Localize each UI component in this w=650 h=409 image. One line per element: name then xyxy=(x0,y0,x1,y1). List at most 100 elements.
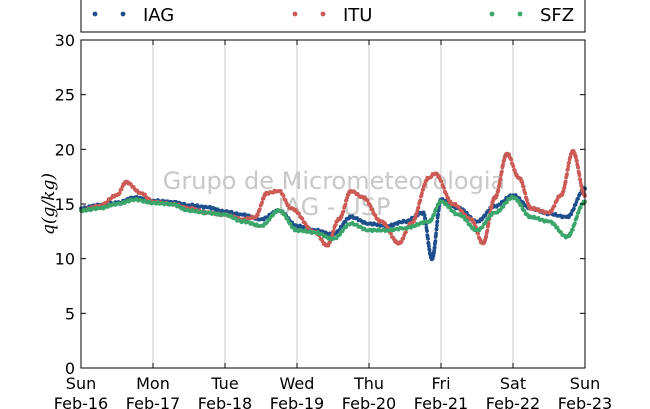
y-tick-label: 10 xyxy=(55,250,75,269)
data-point xyxy=(552,204,557,208)
series-layer xyxy=(79,148,587,262)
data-point xyxy=(511,164,516,169)
data-point xyxy=(105,200,110,205)
data-point xyxy=(572,206,576,211)
x-tick-label-day: Sat xyxy=(500,374,526,393)
data-point xyxy=(436,212,440,217)
data-point xyxy=(433,239,438,243)
x-tick-label-day: Tue xyxy=(210,374,238,393)
data-point xyxy=(442,186,446,190)
y-tick-label: 20 xyxy=(55,140,75,159)
y-tick-label: 15 xyxy=(55,195,75,214)
x-tick-label-date: Feb-18 xyxy=(198,394,252,409)
data-point xyxy=(432,248,437,253)
legend-marker xyxy=(489,11,495,17)
data-point xyxy=(260,200,264,205)
data-point xyxy=(498,177,503,181)
x-tick-label-date: Feb-20 xyxy=(342,394,396,409)
watermark-line-1: Grupo de Micrometeorologia xyxy=(163,167,505,195)
data-point xyxy=(525,198,529,203)
data-point xyxy=(422,213,427,218)
data-point xyxy=(461,214,466,219)
data-point xyxy=(331,229,336,233)
data-point xyxy=(117,191,122,195)
data-point xyxy=(555,197,560,202)
data-point xyxy=(457,205,461,209)
legend-marker xyxy=(517,11,523,17)
data-point xyxy=(484,234,489,239)
x-tick-label-date: Feb-23 xyxy=(558,394,612,409)
data-point xyxy=(300,217,305,221)
legend-marker xyxy=(292,11,298,17)
data-point xyxy=(497,183,502,188)
data-point xyxy=(423,182,427,187)
data-point xyxy=(278,189,283,193)
data-point xyxy=(416,205,421,210)
data-point xyxy=(489,203,494,208)
data-point xyxy=(439,179,444,184)
data-point xyxy=(435,219,440,224)
data-point xyxy=(500,169,504,174)
x-axis: SunFeb-16MonFeb-17TueFeb-18WedFeb-19ThuF… xyxy=(54,40,612,409)
data-point xyxy=(288,222,293,226)
data-point xyxy=(576,165,580,170)
data-point xyxy=(570,227,575,232)
data-point xyxy=(501,162,505,167)
legend-frame xyxy=(80,0,586,33)
data-point xyxy=(576,196,580,201)
data-point xyxy=(434,206,439,211)
data-point xyxy=(495,193,499,197)
data-point xyxy=(523,191,528,196)
data-point xyxy=(341,209,346,214)
x-tick-label-day: Wed xyxy=(280,374,315,393)
data-point xyxy=(401,236,406,241)
data-point xyxy=(420,191,424,195)
data-point xyxy=(368,204,373,209)
data-point xyxy=(444,192,449,197)
data-point xyxy=(281,194,286,198)
data-point xyxy=(573,221,577,226)
x-tick-label-day: Mon xyxy=(136,374,170,393)
x-tick-label-date: Feb-21 xyxy=(414,394,468,409)
data-point xyxy=(565,172,569,176)
data-point xyxy=(460,210,465,214)
y-axis: 0 5 10 15 20 25 30 xyxy=(55,31,585,378)
legend: IAG ITU SFZ xyxy=(80,0,586,33)
data-point xyxy=(566,164,571,169)
data-point xyxy=(412,219,416,224)
data-point xyxy=(575,214,579,219)
data-point xyxy=(484,220,488,224)
data-point xyxy=(330,232,335,237)
data-point xyxy=(578,178,583,182)
legend-label-itu: ITU xyxy=(343,5,372,26)
data-point xyxy=(404,230,408,235)
data-point xyxy=(414,211,419,216)
data-point xyxy=(434,226,439,231)
data-point xyxy=(333,222,338,227)
data-point xyxy=(567,160,571,165)
y-tick-label: 30 xyxy=(55,31,75,50)
y-tick-label: 0 xyxy=(65,359,75,378)
x-tick-label-day: Fri xyxy=(431,374,450,393)
data-point xyxy=(519,203,524,208)
legend-marker xyxy=(120,11,126,17)
data-point xyxy=(426,236,430,241)
data-point xyxy=(465,219,470,224)
data-point xyxy=(425,229,429,234)
data-point xyxy=(561,188,566,193)
data-point xyxy=(432,212,436,217)
x-tick-label-day: Sun xyxy=(570,374,600,393)
legend-marker xyxy=(92,11,98,17)
data-point xyxy=(476,231,480,236)
data-point xyxy=(370,207,375,212)
y-tick-label: 25 xyxy=(55,86,75,105)
data-point xyxy=(562,185,567,190)
data-point xyxy=(389,231,393,236)
data-point xyxy=(480,225,485,230)
data-point xyxy=(427,247,432,252)
data-point xyxy=(521,184,526,189)
data-point xyxy=(413,215,418,219)
y-tick-label: 5 xyxy=(65,304,75,323)
x-tick-label-day: Sun xyxy=(66,374,96,393)
data-point xyxy=(505,200,509,205)
